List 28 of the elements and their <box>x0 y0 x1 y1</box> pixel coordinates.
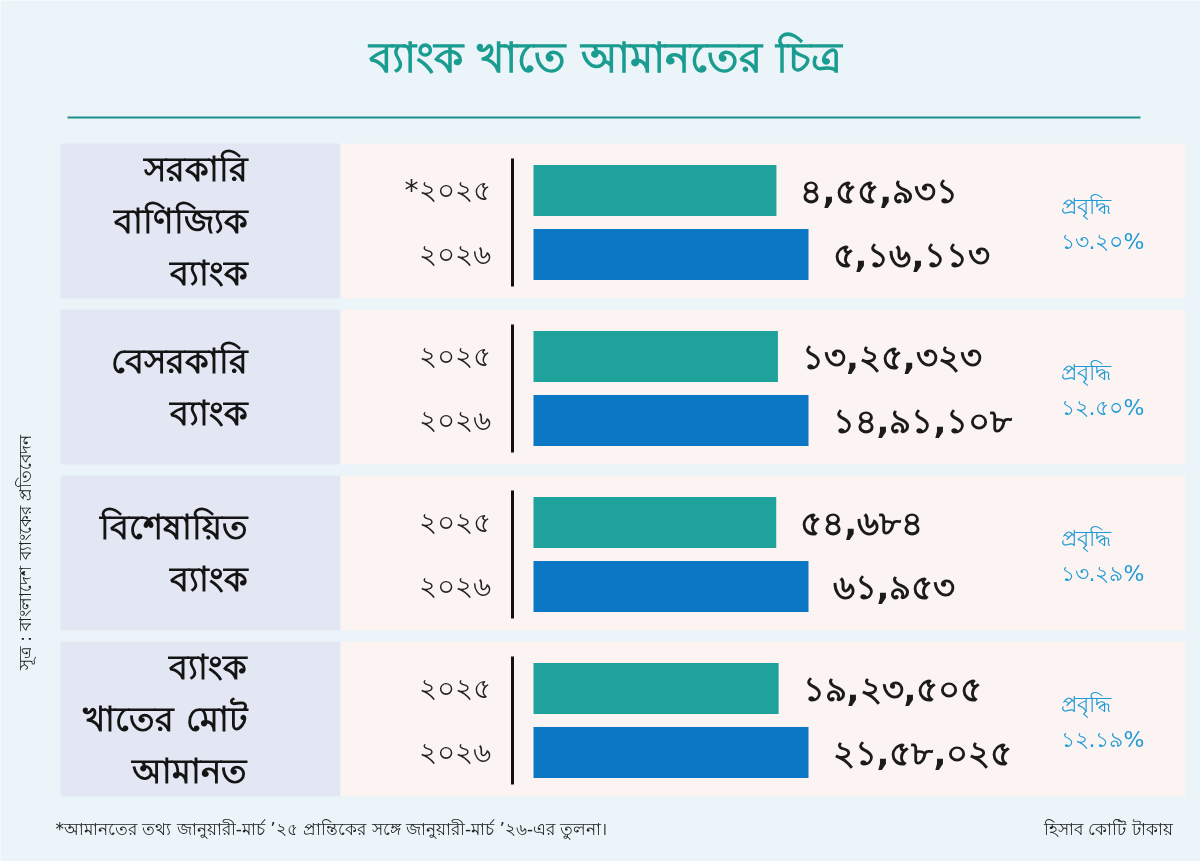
y-tick-label: ২০২৬ <box>418 404 491 437</box>
y-axis-title: বিশেষায়িত ব্যাংক <box>98 507 249 599</box>
text: প্রবৃদ্ধি ১৩.২৯% <box>1060 525 1145 586</box>
text: প্রবৃদ্ধি ১২.৫০% <box>1060 359 1145 420</box>
data-label: ৪,৫৫,৯৩১ <box>800 170 959 211</box>
text: *আমানতের তথ্য জানুয়ারী-মার্চ ’২৫ প্রান্তিকের সঙ্গে জানুয়ারী-মার্চ ’২৬-এর তুলনা। <box>55 818 608 840</box>
text: হিসাব কোটি টাকায় <box>1042 818 1174 839</box>
text: সূত্র : বাংলাদেশ ব্যাংকের প্রতিবেদন <box>14 433 36 672</box>
y-tick-label: ২০২৬ <box>418 238 491 271</box>
data-label: ১৩,২৫,৩২৩ <box>801 336 982 377</box>
y-tick-label: ২০২৫ <box>418 340 491 373</box>
y-tick-label: ২০২৫ <box>418 506 491 539</box>
text: প্রবৃদ্ধি ১২.১৯% <box>1060 691 1145 752</box>
data-label: ৫,১৬,১১৩ <box>832 234 991 275</box>
data-label: ১৯,২৩,৫০৫ <box>802 668 983 709</box>
y-tick-label: *২০২৫ <box>404 174 491 207</box>
y-tick-label: ২০২৬ <box>418 736 491 769</box>
y-axis-title: ব্যাংক খাতের মোট আমানত <box>81 647 249 791</box>
text: প্রবৃদ্ধি ১৩.২০% <box>1060 193 1145 254</box>
y-tick-label: ২০২৬ <box>418 570 491 603</box>
data-label: ১৪,৯১,১০৮ <box>832 400 1014 441</box>
data-label: ৫৪,৬৮৪ <box>800 502 924 543</box>
y-tick-label: ২০২৫ <box>418 672 491 705</box>
y-axis-title: সরকারি বাণিজ্যিক ব্যাংক <box>112 149 249 293</box>
y-axis-title: বেসরকারি ব্যাংক <box>110 341 249 433</box>
data-label: ৬১,৯৫৩ <box>832 566 956 607</box>
data-label: ২১,৫৮,০২৫ <box>832 732 1013 773</box>
chart-title: ব্যাংক খাতে আমানতের চিত্র <box>366 32 845 82</box>
